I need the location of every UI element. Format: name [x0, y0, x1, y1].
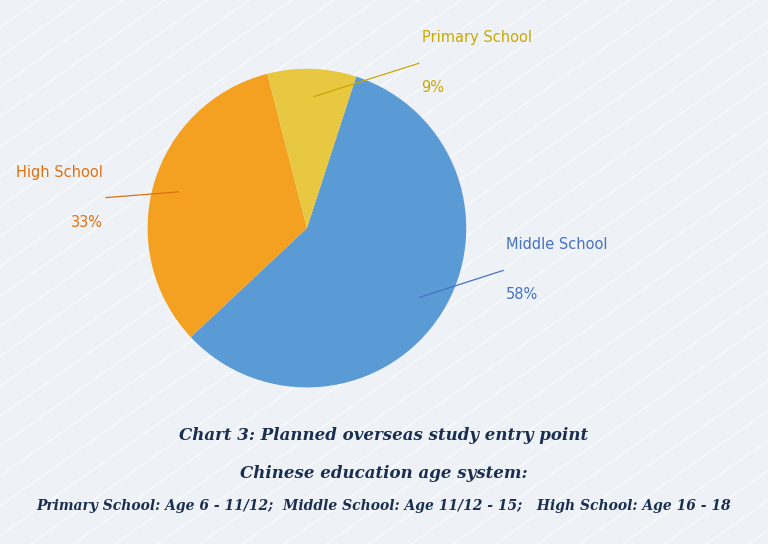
Text: 58%: 58% [506, 287, 538, 302]
Text: 33%: 33% [71, 215, 103, 230]
Wedge shape [267, 69, 356, 228]
Wedge shape [147, 74, 307, 337]
Text: Primary School: Primary School [422, 30, 531, 45]
Text: 9%: 9% [422, 80, 445, 95]
Text: Primary School: Age 6 - 11/12;  Middle School: Age 11/12 - 15;   High School: Ag: Primary School: Age 6 - 11/12; Middle Sc… [37, 499, 731, 514]
Text: Chart 3: Planned overseas study entry point: Chart 3: Planned overseas study entry po… [180, 427, 588, 444]
Text: Middle School: Middle School [506, 237, 607, 252]
Text: High School: High School [16, 165, 103, 180]
Text: Chinese education age system:: Chinese education age system: [240, 465, 528, 482]
Wedge shape [190, 77, 466, 387]
